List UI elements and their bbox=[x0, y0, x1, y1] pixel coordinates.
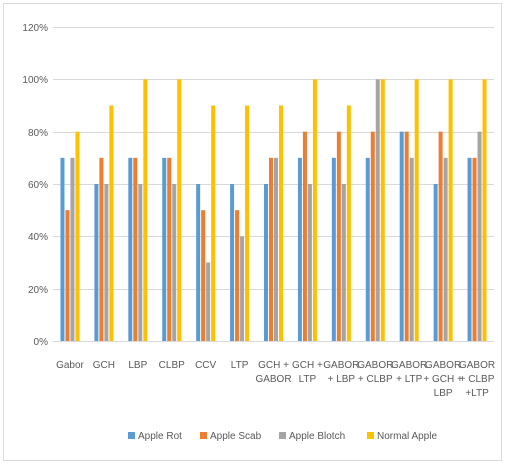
y-tick-label: 20% bbox=[28, 285, 48, 296]
bar-apple-rot bbox=[230, 184, 235, 341]
y-tick-label: 100% bbox=[22, 75, 48, 86]
bar-normal-apple bbox=[75, 131, 80, 341]
x-tick-label: GCH + bbox=[258, 360, 289, 371]
bars bbox=[60, 79, 487, 341]
x-tick-label: + CLBP bbox=[358, 374, 393, 385]
bar-apple-rot bbox=[467, 157, 472, 341]
gridlines bbox=[53, 27, 494, 342]
x-tick-label: GABOR bbox=[425, 360, 461, 371]
bar-apple-rot bbox=[297, 157, 302, 341]
legend-swatch bbox=[367, 432, 374, 439]
bar-normal-apple bbox=[109, 105, 114, 341]
bar-apple-scab bbox=[370, 131, 375, 341]
x-tick-label: LTP bbox=[299, 374, 317, 385]
x-tick-label: + CLBP bbox=[460, 374, 495, 385]
bar-apple-scab bbox=[472, 157, 477, 341]
legend-swatch bbox=[128, 432, 135, 439]
x-tick-label: GABOR bbox=[357, 360, 393, 371]
bar-normal-apple bbox=[245, 105, 250, 341]
bar-apple-blotch bbox=[477, 131, 482, 341]
bar-apple-blotch bbox=[104, 184, 109, 341]
bar-apple-scab bbox=[167, 157, 172, 341]
x-tick-label: GCH + bbox=[292, 360, 323, 371]
legend: Apple Rot Apple Scab Apple Blotch Normal Ap… bbox=[128, 431, 437, 442]
x-tick-label: GCH bbox=[93, 360, 115, 371]
bar-normal-apple bbox=[482, 79, 487, 341]
y-tick-label: 0% bbox=[34, 337, 49, 348]
x-tick-label: Gabor bbox=[56, 360, 84, 371]
legend-swatch bbox=[200, 432, 207, 439]
y-tick-label: 80% bbox=[28, 128, 48, 139]
bar-apple-rot bbox=[94, 184, 99, 341]
y-tick-label: 120% bbox=[22, 23, 48, 34]
bar-apple-blotch bbox=[375, 79, 380, 341]
bar-apple-blotch bbox=[206, 262, 211, 341]
bar-apple-rot bbox=[264, 184, 268, 341]
bar-apple-scab bbox=[65, 210, 70, 341]
bar-apple-scab bbox=[336, 131, 341, 341]
bar-normal-apple bbox=[448, 79, 453, 341]
bar-apple-blotch bbox=[409, 157, 414, 341]
bar-normal-apple bbox=[177, 79, 182, 341]
y-axis-ticks: 0% 20% 40% 60% 80% 100% 120% bbox=[22, 23, 48, 348]
x-tick-label: CCV bbox=[195, 360, 216, 371]
bar-apple-blotch bbox=[443, 157, 448, 341]
bar-apple-blotch bbox=[172, 184, 177, 341]
bar-apple-scab bbox=[235, 210, 240, 341]
x-tick-label: + LBP bbox=[328, 374, 356, 385]
x-tick-label: GABOR bbox=[459, 360, 495, 371]
bar-normal-apple bbox=[312, 79, 317, 341]
x-tick-label: +LTP bbox=[465, 388, 489, 399]
bar-apple-blotch bbox=[138, 184, 143, 341]
legend-label: Apple Blotch bbox=[289, 431, 345, 442]
bar-normal-apple bbox=[346, 105, 351, 341]
x-tick-label: GABOR bbox=[255, 374, 291, 385]
x-tick-label: + LTP bbox=[396, 374, 423, 385]
x-tick-label: LBP bbox=[128, 360, 147, 371]
bar-normal-apple bbox=[380, 79, 385, 341]
bar-apple-blotch bbox=[341, 184, 346, 341]
bar-apple-rot bbox=[433, 184, 438, 341]
legend-label: Apple Rot bbox=[138, 431, 182, 442]
x-tick-label: GABOR bbox=[323, 360, 359, 371]
bar-normal-apple bbox=[211, 105, 216, 341]
bar-apple-blotch bbox=[274, 157, 278, 341]
bar-normal-apple bbox=[414, 79, 419, 341]
bar-apple-scab bbox=[438, 131, 443, 341]
bar-apple-blotch bbox=[307, 184, 312, 341]
bar-apple-blotch bbox=[240, 236, 245, 341]
bar-apple-rot bbox=[365, 157, 370, 341]
bar-apple-rot bbox=[128, 157, 133, 341]
legend-label: Apple Scab bbox=[210, 431, 262, 442]
bar-apple-scab bbox=[133, 157, 138, 341]
x-tick-label: CLBP bbox=[159, 360, 185, 371]
bar-apple-rot bbox=[399, 131, 404, 341]
bar-apple-scab bbox=[404, 131, 409, 341]
y-tick-label: 40% bbox=[28, 232, 48, 243]
bar-apple-blotch bbox=[70, 157, 75, 341]
x-tick-label: LBP bbox=[434, 388, 453, 399]
bar-apple-scab bbox=[269, 157, 273, 341]
bar-apple-scab bbox=[201, 210, 206, 341]
bar-apple-rot bbox=[331, 157, 336, 341]
bar-apple-scab bbox=[302, 131, 307, 341]
bar-normal-apple bbox=[279, 105, 283, 341]
x-tick-label: LTP bbox=[231, 360, 249, 371]
y-tick-label: 60% bbox=[28, 180, 48, 191]
bar-apple-rot bbox=[162, 157, 167, 341]
x-tick-label: + GCH + bbox=[423, 374, 463, 385]
bar-normal-apple bbox=[143, 79, 148, 341]
legend-swatch bbox=[279, 432, 286, 439]
bar-apple-scab bbox=[99, 157, 104, 341]
bar-apple-rot bbox=[60, 157, 65, 341]
x-tick-label: GABOR bbox=[391, 360, 427, 371]
bar-apple-rot bbox=[196, 184, 201, 341]
legend-label: Normal Apple bbox=[377, 431, 437, 442]
